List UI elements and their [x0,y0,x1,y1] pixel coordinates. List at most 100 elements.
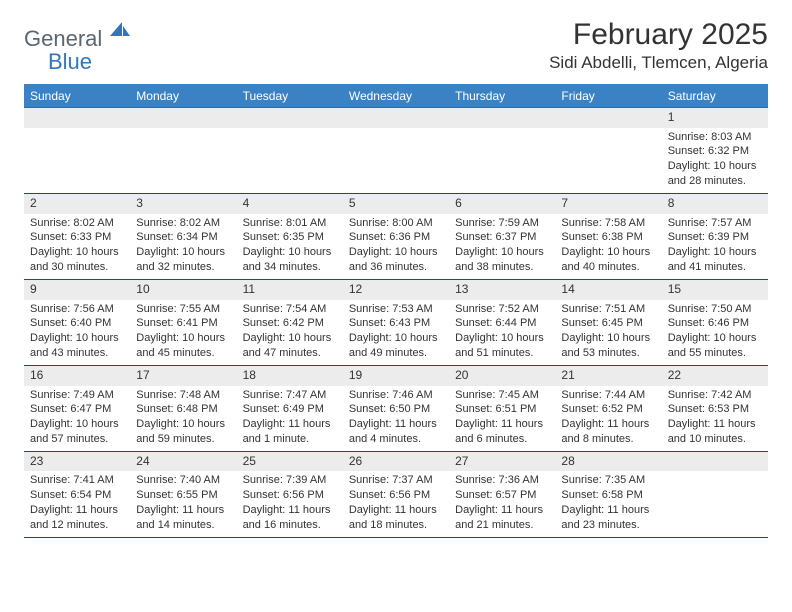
logo-part2: Blue [48,49,92,74]
day-number-cell: 25 [237,451,343,471]
day-number: 3 [130,194,236,214]
day-content: Sunrise: 7:42 AMSunset: 6:53 PMDaylight:… [662,386,768,451]
title-block: February 2025 Sidi Abdelli, Tlemcen, Alg… [549,18,768,73]
day-content: Sunrise: 7:58 AMSunset: 6:38 PMDaylight:… [555,214,661,279]
day-content: Sunrise: 7:40 AMSunset: 6:55 PMDaylight:… [130,471,236,536]
day-number: 21 [555,366,661,386]
day-number: 5 [343,194,449,214]
day-number: 1 [662,108,768,128]
day-cell: Sunrise: 7:47 AMSunset: 6:49 PMDaylight:… [237,386,343,452]
day-content: Sunrise: 7:55 AMSunset: 6:41 PMDaylight:… [130,300,236,365]
day-cell [449,128,555,194]
day-cell [237,128,343,194]
day-cell [662,471,768,537]
day-content: Sunrise: 7:57 AMSunset: 6:39 PMDaylight:… [662,214,768,279]
day-number-cell: 13 [449,279,555,299]
weekday-header: Thursday [449,84,555,108]
day-cell [343,128,449,194]
day-content [555,128,661,134]
day-number: 10 [130,280,236,300]
day-content-row: Sunrise: 7:41 AMSunset: 6:54 PMDaylight:… [24,471,768,537]
day-content: Sunrise: 7:39 AMSunset: 6:56 PMDaylight:… [237,471,343,536]
day-cell: Sunrise: 7:54 AMSunset: 6:42 PMDaylight:… [237,300,343,366]
day-number: 2 [24,194,130,214]
day-cell: Sunrise: 7:37 AMSunset: 6:56 PMDaylight:… [343,471,449,537]
day-cell: Sunrise: 7:39 AMSunset: 6:56 PMDaylight:… [237,471,343,537]
day-number-cell [662,451,768,471]
day-cell: Sunrise: 7:50 AMSunset: 6:46 PMDaylight:… [662,300,768,366]
day-content [24,128,130,134]
day-cell: Sunrise: 7:36 AMSunset: 6:57 PMDaylight:… [449,471,555,537]
day-content: Sunrise: 7:44 AMSunset: 6:52 PMDaylight:… [555,386,661,451]
day-cell: Sunrise: 7:49 AMSunset: 6:47 PMDaylight:… [24,386,130,452]
day-number-cell [449,108,555,128]
day-number: 19 [343,366,449,386]
day-number-cell: 21 [555,365,661,385]
day-number: 16 [24,366,130,386]
day-cell: Sunrise: 7:41 AMSunset: 6:54 PMDaylight:… [24,471,130,537]
day-number: 8 [662,194,768,214]
brand-logo: General Blue [24,22,130,74]
day-cell [130,128,236,194]
day-number [662,452,768,456]
day-content: Sunrise: 8:02 AMSunset: 6:33 PMDaylight:… [24,214,130,279]
day-cell: Sunrise: 7:42 AMSunset: 6:53 PMDaylight:… [662,386,768,452]
day-number: 11 [237,280,343,300]
day-content: Sunrise: 7:51 AMSunset: 6:45 PMDaylight:… [555,300,661,365]
day-content [237,128,343,134]
day-cell: Sunrise: 7:59 AMSunset: 6:37 PMDaylight:… [449,214,555,280]
weekday-header: Saturday [662,84,768,108]
day-content-row: Sunrise: 7:56 AMSunset: 6:40 PMDaylight:… [24,300,768,366]
day-number-cell: 27 [449,451,555,471]
day-content-row: Sunrise: 8:02 AMSunset: 6:33 PMDaylight:… [24,214,768,280]
day-content: Sunrise: 7:35 AMSunset: 6:58 PMDaylight:… [555,471,661,536]
day-number-cell: 19 [343,365,449,385]
day-cell: Sunrise: 7:53 AMSunset: 6:43 PMDaylight:… [343,300,449,366]
day-number-cell: 6 [449,193,555,213]
day-content [449,128,555,134]
day-number-cell: 14 [555,279,661,299]
day-number: 27 [449,452,555,472]
day-number-cell: 22 [662,365,768,385]
day-content: Sunrise: 7:49 AMSunset: 6:47 PMDaylight:… [24,386,130,451]
day-number: 22 [662,366,768,386]
day-content: Sunrise: 8:01 AMSunset: 6:35 PMDaylight:… [237,214,343,279]
day-number-cell: 1 [662,108,768,128]
weekday-header: Monday [130,84,236,108]
weekday-header: Tuesday [237,84,343,108]
day-number-cell: 12 [343,279,449,299]
day-content [130,128,236,134]
day-content: Sunrise: 7:36 AMSunset: 6:57 PMDaylight:… [449,471,555,536]
day-content-row: Sunrise: 8:03 AMSunset: 6:32 PMDaylight:… [24,128,768,194]
day-number: 28 [555,452,661,472]
day-cell: Sunrise: 8:02 AMSunset: 6:33 PMDaylight:… [24,214,130,280]
day-number: 18 [237,366,343,386]
day-number-cell: 18 [237,365,343,385]
day-cell: Sunrise: 7:55 AMSunset: 6:41 PMDaylight:… [130,300,236,366]
day-number [237,108,343,112]
day-number-row: 9101112131415 [24,279,768,299]
weekday-header: Friday [555,84,661,108]
day-content: Sunrise: 8:03 AMSunset: 6:32 PMDaylight:… [662,128,768,193]
day-number [555,108,661,112]
day-number: 26 [343,452,449,472]
day-cell: Sunrise: 7:40 AMSunset: 6:55 PMDaylight:… [130,471,236,537]
day-content: Sunrise: 8:00 AMSunset: 6:36 PMDaylight:… [343,214,449,279]
day-cell [555,128,661,194]
day-number-cell: 8 [662,193,768,213]
day-cell [24,128,130,194]
day-cell: Sunrise: 7:45 AMSunset: 6:51 PMDaylight:… [449,386,555,452]
day-content: Sunrise: 7:50 AMSunset: 6:46 PMDaylight:… [662,300,768,365]
day-number: 25 [237,452,343,472]
day-content: Sunrise: 7:45 AMSunset: 6:51 PMDaylight:… [449,386,555,451]
day-number-cell: 17 [130,365,236,385]
day-number-cell: 4 [237,193,343,213]
day-content: Sunrise: 7:56 AMSunset: 6:40 PMDaylight:… [24,300,130,365]
day-number [343,108,449,112]
day-content-row: Sunrise: 7:49 AMSunset: 6:47 PMDaylight:… [24,386,768,452]
day-content [343,128,449,134]
day-content: Sunrise: 7:48 AMSunset: 6:48 PMDaylight:… [130,386,236,451]
day-cell: Sunrise: 7:57 AMSunset: 6:39 PMDaylight:… [662,214,768,280]
day-number-row: 1 [24,108,768,128]
day-number: 9 [24,280,130,300]
